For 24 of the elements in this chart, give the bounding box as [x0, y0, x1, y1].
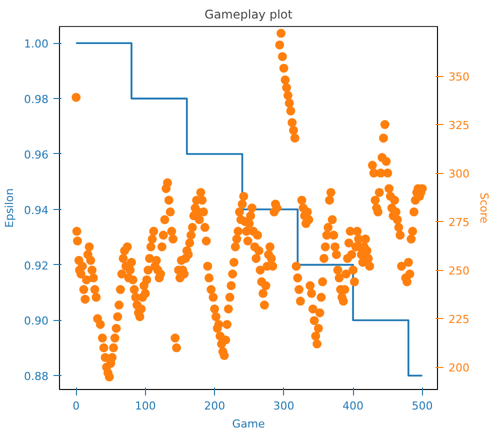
text: Epsilon: [3, 188, 16, 228]
chart-title: Gameplay plot: [204, 8, 293, 22]
y-tick-label: 0.88: [24, 370, 49, 384]
x-tick-label: 400: [342, 400, 364, 412]
x-tick-label: 0: [72, 400, 80, 412]
y2-tick-label: 325: [448, 119, 470, 132]
y-tick-label: 1.00: [24, 38, 49, 51]
text: Score: [477, 192, 490, 224]
y-tick-label: 0.90: [24, 314, 49, 328]
x-tick-label: 500: [412, 400, 433, 412]
x-tick-label: 100: [134, 400, 156, 412]
y2-tick-label: 225: [448, 313, 470, 326]
x-axis-title: Game: [232, 418, 266, 430]
y-tick-label: 0.92: [24, 259, 49, 272]
y2-tick-label: 350: [448, 70, 470, 84]
y2-tick-label: 200: [448, 362, 470, 375]
y2-tick-label: 300: [448, 168, 470, 181]
y-tick-label: 0.96: [24, 148, 49, 162]
y-tick-label: 0.94: [24, 204, 49, 217]
y-tick-label: 0.98: [24, 93, 49, 106]
y2-tick-label: 250: [448, 264, 470, 278]
x-tick-label: 300: [273, 400, 294, 412]
y2-tick-label: 275: [448, 216, 470, 230]
x-tick-label: 200: [204, 400, 226, 412]
